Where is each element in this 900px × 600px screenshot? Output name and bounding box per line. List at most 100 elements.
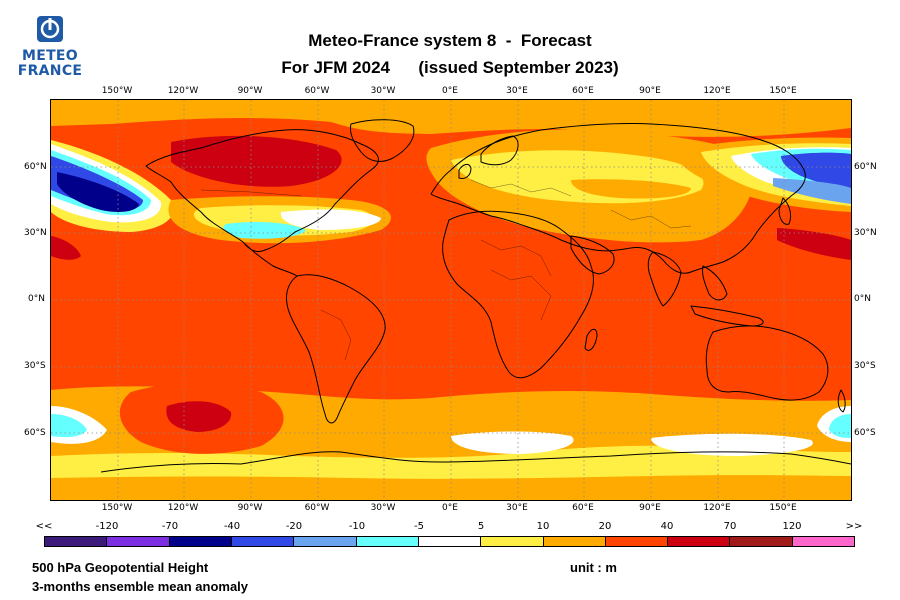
anomaly-region <box>57 172 139 212</box>
logo-emblem-icon <box>37 16 63 42</box>
coastline-arabia <box>570 235 615 275</box>
coastlines <box>100 119 851 473</box>
lon-tick-top: 120°W <box>167 86 199 96</box>
colorbar-swatch <box>480 537 543 546</box>
variable-label: 500 hPa Geopotential Height <box>32 560 209 575</box>
lon-tick-bottom: 150°W <box>101 503 133 513</box>
lat-tick-left: 30°S <box>24 361 46 371</box>
lon-tick-bottom: 150°E <box>769 503 797 513</box>
lat-tick-right: 0°N <box>854 294 871 304</box>
coastline-australia <box>705 325 829 401</box>
coastline-central-america <box>242 241 298 277</box>
lon-tick-top: 150°W <box>101 86 133 96</box>
page-subtitle: For JFM 2024 (issued September 2023) <box>281 58 619 77</box>
unit-label: unit : m <box>570 560 617 575</box>
anomaly-region <box>223 222 306 239</box>
lon-tick-top: 90°W <box>237 86 263 96</box>
coastline-madagascar <box>584 328 598 351</box>
lat-tick-left: 30°N <box>24 228 47 238</box>
colorbar-swatch <box>729 537 792 546</box>
colorbar-label: -40 <box>223 521 241 532</box>
lat-tick-right: 30°N <box>854 228 877 238</box>
colorbar-swatch <box>293 537 356 546</box>
colorbar-swatch <box>417 537 481 546</box>
anomaly-region <box>166 401 232 432</box>
lat-tick-left: 60°N <box>24 162 47 172</box>
border <box>470 179 572 197</box>
lon-tick-top: 60°E <box>572 86 594 96</box>
lon-tick-top: 30°E <box>506 86 528 96</box>
colorbar-swatch <box>106 537 169 546</box>
anomaly-region <box>781 152 851 192</box>
lon-tick-bottom: 60°W <box>304 503 330 513</box>
coastline-antarctica <box>100 451 851 473</box>
anomaly-map <box>50 99 852 501</box>
logo-text-line2: FRANCE <box>17 63 83 79</box>
coastline-indochina <box>702 265 728 301</box>
coastline-british-isles <box>458 163 472 179</box>
logo-text-line1: METEO <box>21 48 78 64</box>
colorbar-label: 120 <box>782 521 802 532</box>
coastline-scandinavia <box>480 135 519 166</box>
colorbar-label: 5 <box>477 521 485 532</box>
lon-tick-top: 150°E <box>769 86 797 96</box>
anomaly-region <box>777 228 851 260</box>
lat-tick-right: 60°S <box>854 428 876 438</box>
anomaly-region <box>451 431 574 454</box>
colorbar-label: >> <box>845 521 863 532</box>
coastline-india <box>647 251 682 307</box>
lat-tick-right: 60°N <box>854 162 877 172</box>
lat-tick-left: 0°N <box>28 294 45 304</box>
colorbar-label: -70 <box>161 521 179 532</box>
lon-tick-top: 120°E <box>703 86 731 96</box>
lon-tick-bottom: 30°W <box>370 503 396 513</box>
colorbar-label: 10 <box>536 521 550 532</box>
colorbar-label: -20 <box>285 521 303 532</box>
colorbar <box>44 536 855 547</box>
colorbar-swatch <box>542 537 605 546</box>
colorbar-label: -10 <box>348 521 366 532</box>
colorbar-swatch <box>230 537 294 546</box>
lon-tick-top: 60°W <box>304 86 330 96</box>
anomaly-region <box>829 414 851 438</box>
lon-tick-bottom: 0°E <box>442 503 458 513</box>
meteo-france-logo: METEO FRANCE <box>14 14 86 84</box>
colorbar-label: 70 <box>723 521 737 532</box>
colorbar-swatch <box>791 537 855 546</box>
anomaly-region <box>651 433 813 456</box>
coastline-eurasia <box>430 122 806 274</box>
border <box>320 309 352 361</box>
border <box>610 209 692 229</box>
colorbar-label: << <box>35 521 53 532</box>
lat-tick-right: 30°S <box>854 361 876 371</box>
colorbar-label: 40 <box>660 521 674 532</box>
colorbar-label: 20 <box>598 521 612 532</box>
anomaly-region <box>171 135 342 187</box>
anomaly-region <box>280 209 381 230</box>
colorbar-label: -120 <box>95 521 119 532</box>
coastline-north-america <box>145 129 379 253</box>
colorbar-label: -5 <box>414 521 424 532</box>
lon-tick-bottom: 120°E <box>703 503 731 513</box>
colorbar-swatch <box>45 537 107 546</box>
colorbar-swatch <box>667 537 730 546</box>
coastline-indonesia <box>690 305 764 327</box>
description-label: 3-months ensemble mean anomaly <box>32 579 249 594</box>
anomaly-region <box>571 179 691 199</box>
coastline-greenland <box>350 119 415 162</box>
lon-tick-bottom: 30°E <box>506 503 528 513</box>
anomaly-region <box>773 178 851 204</box>
border <box>200 189 302 197</box>
lat-tick-left: 60°S <box>24 428 46 438</box>
border <box>480 239 552 277</box>
lon-tick-top: 30°W <box>370 86 396 96</box>
lon-tick-bottom: 60°E <box>572 503 594 513</box>
page-title: Meteo-France system 8 - Forecast <box>308 31 592 50</box>
coastline-new-zealand <box>837 389 846 413</box>
lon-tick-top: 0°E <box>442 86 458 96</box>
coastline-africa <box>442 210 594 379</box>
colorbar-swatch <box>604 537 668 546</box>
lon-tick-top: 90°E <box>639 86 661 96</box>
lon-tick-bottom: 90°E <box>639 503 661 513</box>
coastline-japan <box>778 197 792 225</box>
